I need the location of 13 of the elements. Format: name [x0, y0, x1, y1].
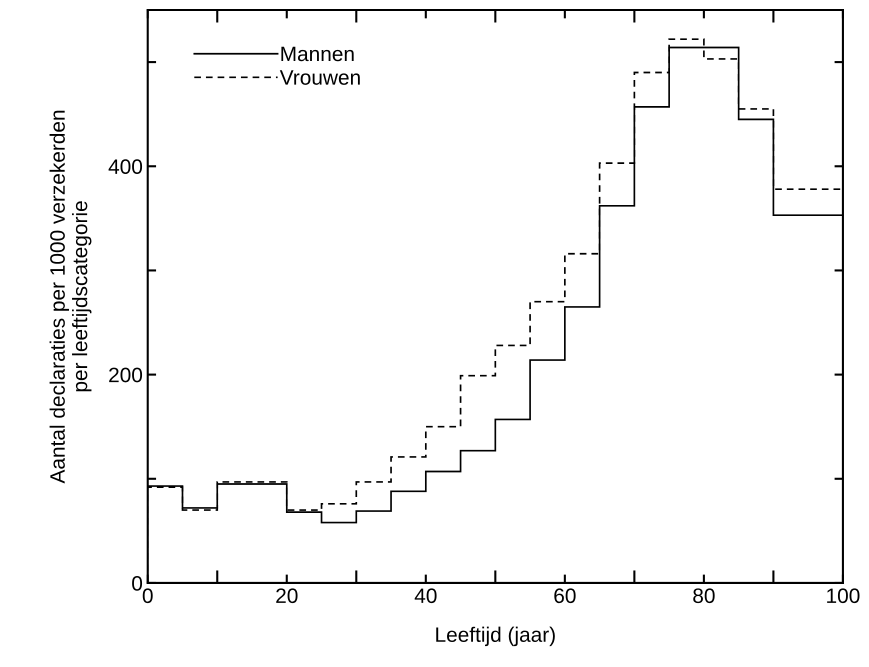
y-axis-title: Aantal declaraties per 1000 verzekerden per leeftijdscategorie [50, 110, 92, 484]
x-tick-label: 0 [142, 588, 153, 604]
legend-label: Mannen [281, 46, 354, 62]
x-tick-label: 60 [554, 588, 576, 604]
x-tick-label: 100 [827, 588, 860, 604]
legend-label: Vrouwen [280, 70, 360, 85]
y-tick-label: 400 [108, 159, 142, 174]
y-tick-label: 0 [132, 576, 142, 591]
x-tick-label: 40 [414, 588, 437, 604]
y-tick-label: 200 [109, 368, 142, 382]
x-tick-label: 20 [276, 588, 298, 604]
x-tick-label: 80 [693, 588, 715, 604]
x-axis-title: Leeftijd (jaar) [436, 626, 555, 646]
